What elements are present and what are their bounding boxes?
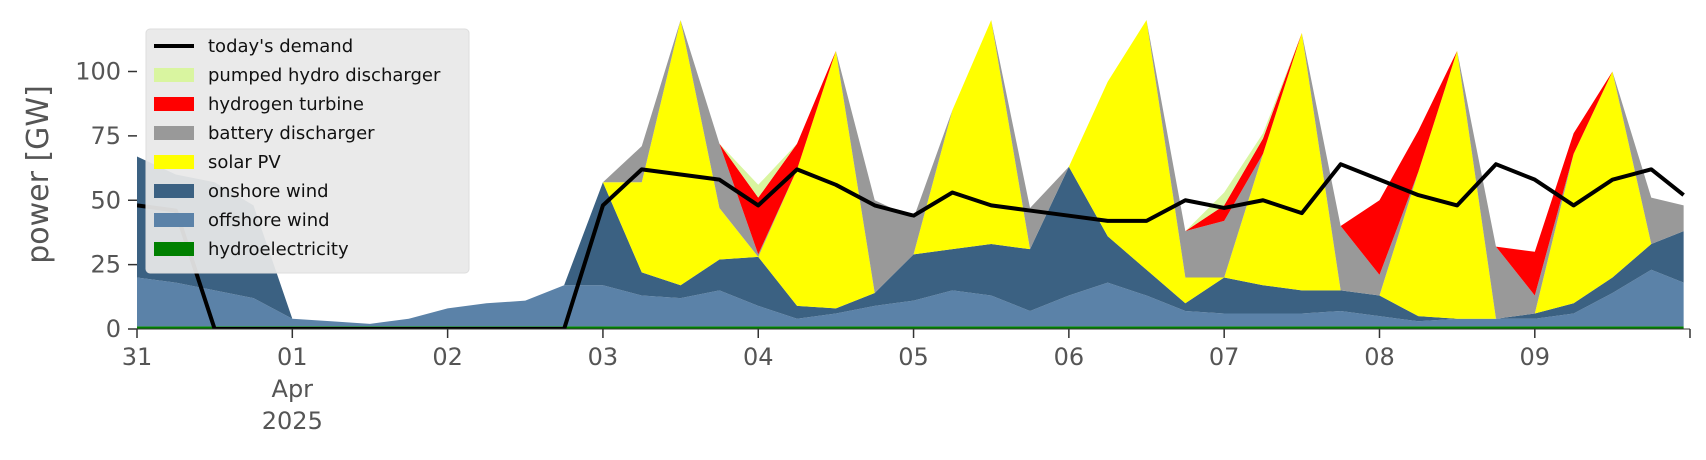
x-tick-label: 03 <box>588 343 619 371</box>
legend-swatch-onshore-wind <box>154 184 194 198</box>
demand-line-layer <box>137 162 1685 329</box>
area-battery-discharger <box>137 20 1684 324</box>
legend-swatch-hydrogen-turbine <box>154 97 194 111</box>
x-tick-label: 05 <box>898 343 929 371</box>
axes: 0 25 50 75 100 31 01 Apr 2025 02 03 04 05 06 07 08 09 pow… <box>21 58 1691 435</box>
y-tick-label: 25 <box>90 251 121 279</box>
y-tick-label: 0 <box>106 315 121 343</box>
legend-box <box>145 28 470 274</box>
legend-label-solar-pv: solar PV <box>208 152 281 173</box>
legend-swatch-offshore-wind <box>154 213 194 227</box>
x-tick-sublabel: Apr <box>272 375 314 403</box>
y-tick-label: 100 <box>75 58 121 86</box>
legend-label-today-s-demand: today's demand <box>208 36 353 57</box>
x-tick-label: 09 <box>1520 343 1551 371</box>
legend-label-battery-discharger: battery discharger <box>208 123 375 144</box>
area-onshore-wind <box>137 156 1684 324</box>
legend-label-offshore-wind: offshore wind <box>208 210 330 231</box>
y-axis-title: power [GW] <box>21 85 56 264</box>
legend-swatch-hydroelectricity <box>154 242 194 256</box>
y-tick-label: 75 <box>90 122 121 150</box>
legend-label-hydroelectricity: hydroelectricity <box>208 239 349 260</box>
legend-label-pumped-hydro-discharger: pumped hydro discharger <box>208 65 441 86</box>
legend: today's demand pumped hydro discharger hyd… <box>145 28 470 274</box>
legend-swatch-pumped-hydro-discharger <box>154 68 194 82</box>
legend-label-hydrogen-turbine: hydrogen turbine <box>208 94 364 115</box>
legend-label-onshore-wind: onshore wind <box>208 181 329 202</box>
x-tick-label: 04 <box>743 343 774 371</box>
x-tick-label: 07 <box>1209 343 1240 371</box>
area-solar-pv <box>137 20 1684 324</box>
x-tick-label: 08 <box>1364 343 1395 371</box>
x-tick-label: 31 <box>122 343 153 371</box>
area-offshore-wind <box>137 269 1684 327</box>
line-today-s-demand <box>137 162 1685 329</box>
x-tick-label: 06 <box>1054 343 1085 371</box>
legend-swatch-battery-discharger <box>154 126 194 140</box>
x-tick-label: 02 <box>432 343 463 371</box>
x-tick-label: 01 <box>277 343 308 371</box>
legend-swatch-solar-pv <box>154 155 194 169</box>
x-tick-sublabel: 2025 <box>262 407 323 435</box>
y-tick-label: 50 <box>90 186 121 214</box>
